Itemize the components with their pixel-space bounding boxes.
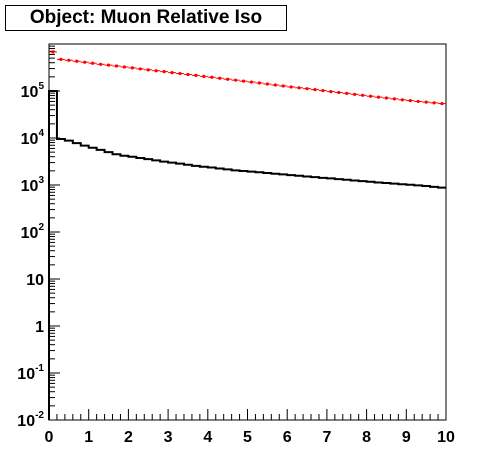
data-point [154,69,158,73]
series-1 [49,50,446,106]
data-point [305,87,309,91]
data-point [99,62,103,66]
x-tick-label: 5 [243,429,252,446]
y-tick-label: 10 [26,272,44,289]
y-tick-label: 105 [21,81,45,101]
data-point [289,85,293,89]
data-point [91,61,95,65]
data-point [83,60,87,64]
data-point [122,65,127,69]
data-point [392,97,396,101]
x-tick-label: 8 [362,429,371,446]
data-point [59,57,63,62]
x-tick-label: 2 [124,429,133,446]
data-point [51,50,55,54]
data-point [186,72,190,77]
y-tick-label: 103 [21,175,45,195]
data-point [376,95,381,99]
y-tick-label: 102 [21,222,45,242]
data-point [67,58,71,62]
data-point [313,88,317,92]
y-tick-label: 1 [35,319,44,336]
data-point [75,59,79,63]
data-point [337,90,341,95]
x-tick-label: 0 [45,429,54,446]
data-point [297,86,301,90]
axes: 0 1 2 3 4 5 6 7 8 9 10 10-2 10-1 1 10 102 103 104 105 [17,45,455,446]
x-tick-label: 9 [402,429,411,446]
plot-frame [48,43,447,421]
data-point [432,101,436,105]
data-point [361,93,365,97]
y-tick-label: 10-1 [17,363,44,383]
data-point [130,66,134,70]
data-point [416,99,420,104]
x-tick-label: 1 [84,429,93,446]
data-point [170,71,174,75]
data-point [162,70,166,74]
data-point [281,84,285,88]
y-tick-label: 104 [21,128,45,148]
data-point [106,63,111,67]
x-tick-label: 10 [437,429,455,446]
series-step-line [48,90,446,420]
data-point [218,76,222,80]
x-tick-label: 4 [203,429,212,446]
data-point [353,92,357,96]
data-point [368,94,373,98]
data-point [321,88,325,93]
data-point [249,80,254,84]
data-point [202,74,206,78]
series-0 [48,90,446,420]
data-point [146,68,150,72]
data-point [233,78,238,82]
data-point [210,75,214,79]
data-point [400,98,404,102]
data-point [440,101,444,106]
x-tick-label: 7 [322,429,331,446]
data-point [273,83,277,87]
data-point [408,98,412,103]
x-tick-label: 6 [283,429,292,446]
data-point [329,90,333,94]
y-tick-label: 10-2 [17,410,44,430]
chart-title: Object: Muon Relative Iso [5,5,287,31]
data-point [138,67,142,71]
data-point [257,81,262,85]
data-point [265,82,269,86]
data-point [345,91,349,95]
series-layer [48,50,446,420]
data-point [226,77,230,81]
data-point [114,64,119,68]
x-tick-label: 3 [164,429,173,446]
data-point [424,100,428,104]
data-point [194,73,198,77]
data-point [178,71,182,76]
data-point [384,96,389,100]
data-point [241,79,246,83]
